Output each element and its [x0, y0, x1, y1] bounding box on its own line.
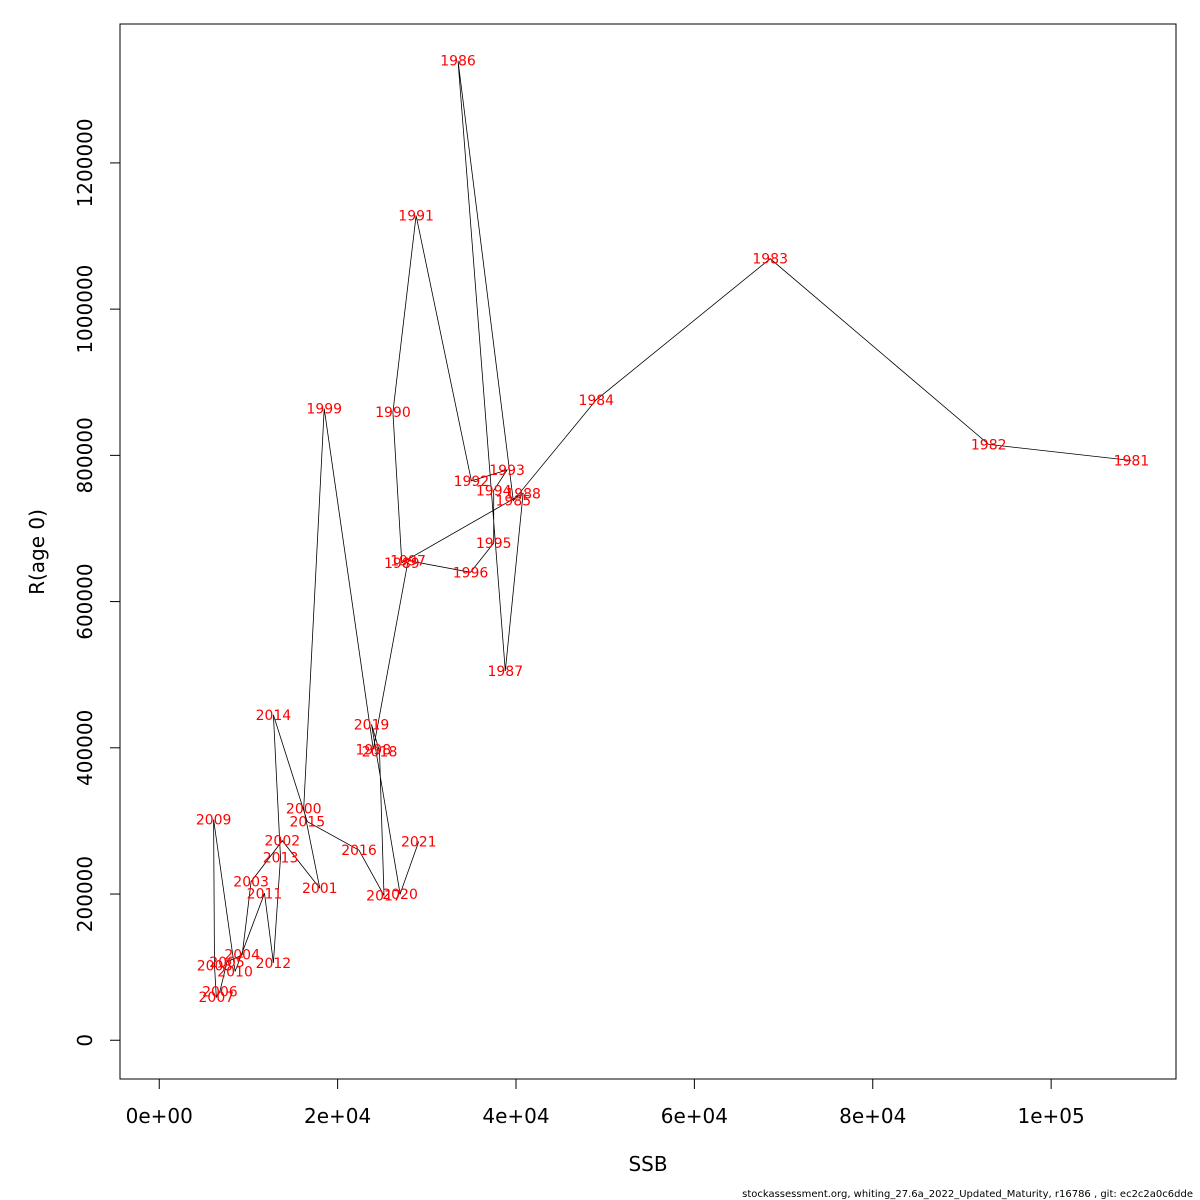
- y-tick-label: 1200000: [73, 118, 97, 207]
- year-label-2018: 2018: [362, 744, 398, 760]
- series-layer: [213, 60, 1132, 999]
- x-tick-label: 6e+04: [661, 1104, 728, 1128]
- year-label-2000: 2000: [286, 801, 322, 817]
- year-label-2014: 2014: [256, 708, 292, 724]
- year-label-1995: 1995: [476, 536, 512, 552]
- y-axis-title: R(age 0): [25, 509, 49, 595]
- year-label-1983: 1983: [752, 252, 788, 268]
- x-tick-label: 8e+04: [839, 1104, 906, 1128]
- year-label-1981: 1981: [1114, 453, 1150, 469]
- year-label-1988: 1988: [505, 486, 541, 502]
- year-labels-layer: 1981 1982 1983 1984 1985 1986 1987 1988 1989 1990…: [196, 54, 1149, 1007]
- year-label-1985: 1985: [496, 494, 532, 510]
- year-label-2007: 2007: [199, 990, 235, 1006]
- year-label-1982: 1982: [971, 437, 1007, 453]
- y-tick-label: 400000: [73, 710, 97, 786]
- year-label-1997: 1997: [390, 554, 426, 570]
- year-label-1996: 1996: [453, 565, 489, 581]
- x-axis: 0e+00 2e+04 4e+04 6e+04 8e+04 1e+05: [126, 1078, 1085, 1128]
- year-label-1986: 1986: [440, 54, 476, 70]
- y-tick-label: 1000000: [73, 265, 97, 354]
- y-tick-label: 0: [73, 1034, 97, 1047]
- year-label-2017: 2017: [366, 888, 402, 904]
- year-label-1992: 1992: [454, 474, 490, 490]
- year-label-2013: 2013: [263, 850, 299, 866]
- year-label-2011: 2011: [247, 886, 283, 902]
- year-label-2019: 2019: [354, 717, 390, 733]
- year-label-1998: 1998: [355, 742, 391, 758]
- year-label-2016: 2016: [341, 843, 377, 859]
- year-label-1993: 1993: [489, 463, 525, 479]
- x-tick-label: 2e+04: [304, 1104, 371, 1128]
- year-label-2020: 2020: [382, 887, 418, 903]
- y-tick-label: 200000: [73, 856, 97, 932]
- year-label-2010: 2010: [217, 965, 253, 981]
- year-label-2006: 2006: [202, 984, 238, 1000]
- y-axis: 0 200000 400000 600000 800000 1000000 1200000: [73, 118, 121, 1047]
- footer-note: stockassessment.org, whiting_27.6a_2022_…: [742, 1189, 1193, 1200]
- year-label-1987: 1987: [487, 664, 523, 680]
- x-tick-label: 1e+05: [1018, 1104, 1085, 1128]
- year-label-2008: 2008: [197, 959, 233, 975]
- year-label-2003: 2003: [233, 875, 269, 891]
- year-label-1990: 1990: [375, 405, 411, 421]
- year-label-1991: 1991: [398, 209, 434, 225]
- y-tick-label: 600000: [73, 563, 97, 639]
- sr-series-line: [213, 60, 1132, 999]
- year-label-1989: 1989: [384, 556, 420, 572]
- x-tick-label: 4e+04: [482, 1104, 549, 1128]
- year-label-2005: 2005: [209, 955, 245, 971]
- y-tick-label: 800000: [73, 417, 97, 493]
- year-label-2021: 2021: [401, 834, 437, 850]
- x-axis-title: SSB: [628, 1152, 667, 1176]
- year-label-1984: 1984: [578, 393, 614, 409]
- year-label-2002: 2002: [265, 834, 301, 850]
- x-tick-label: 0e+00: [126, 1104, 193, 1128]
- year-label-2012: 2012: [256, 956, 292, 972]
- year-label-2001: 2001: [302, 881, 338, 897]
- year-label-2009: 2009: [196, 812, 232, 828]
- year-label-1994: 1994: [476, 483, 512, 499]
- year-label-2004: 2004: [224, 948, 260, 964]
- year-label-2015: 2015: [289, 815, 325, 831]
- year-label-1999: 1999: [306, 402, 342, 418]
